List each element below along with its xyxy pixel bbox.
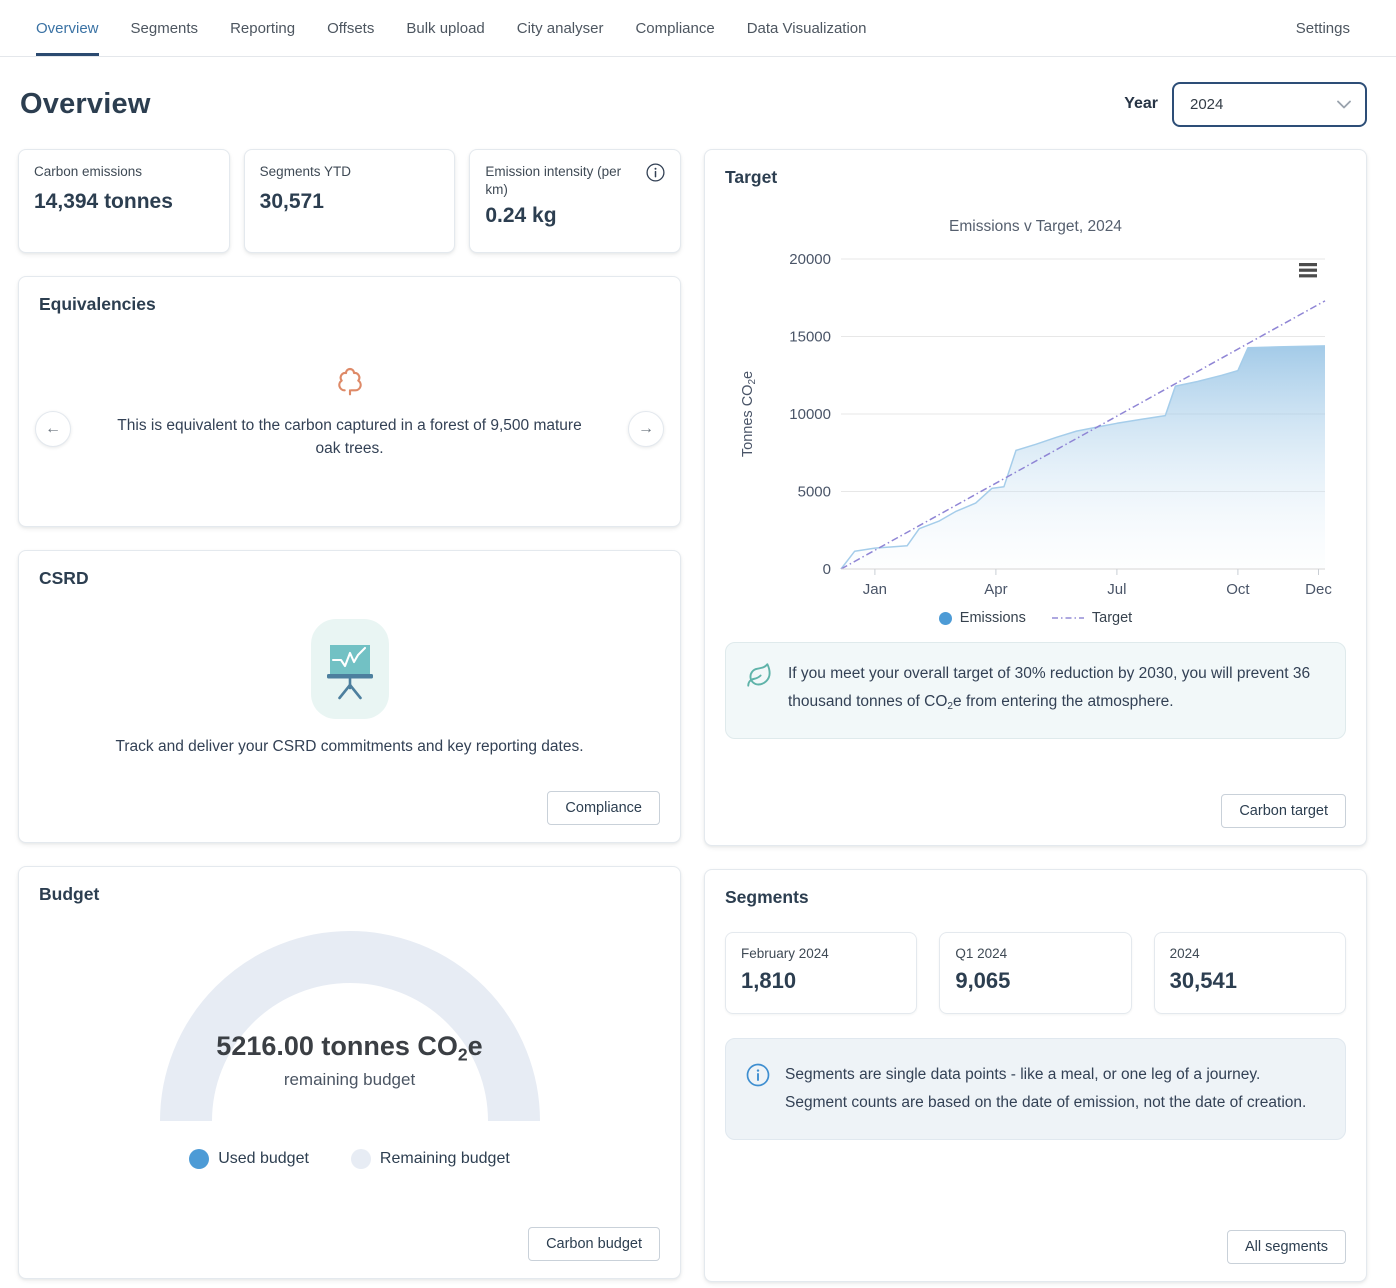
segments-card: Segments February 2024 1,810 Q1 2024 9,0… (704, 869, 1367, 1282)
right-column: Target Emissions v Target, 2024 (704, 149, 1367, 1282)
chart-title: Emissions v Target, 2024 (949, 218, 1122, 235)
page-header: Overview Year 2024 (0, 80, 1396, 128)
segments-info-text: Segments are single data points - like a… (785, 1066, 1307, 1111)
stat-label: Segments YTD (259, 164, 351, 179)
segment-label: February 2024 (741, 946, 829, 961)
target-line-sample (1051, 617, 1084, 619)
x-axis-tick-label: Jan (862, 581, 886, 598)
y-axis-tick-label: 15000 (789, 329, 831, 346)
nav-tab-compliance[interactable]: Compliance (635, 19, 715, 37)
segment-card-year: 2024 30,541 (1153, 932, 1346, 1014)
segment-value: 9,065 (955, 968, 1011, 993)
nav-spacer (898, 0, 1263, 56)
segment-stat-cards: February 2024 1,810 Q1 2024 9,065 2024 3… (725, 932, 1346, 1014)
segment-value: 30,541 (1169, 968, 1237, 993)
previous-equivalency-button[interactable]: ← (35, 411, 71, 447)
nav-tab-reporting[interactable]: Reporting (230, 19, 296, 37)
arrow-right-icon: → (638, 420, 654, 437)
used-budget-dot (189, 1149, 210, 1169)
y-axis-tick-label: 10000 (789, 406, 831, 423)
legend-emissions[interactable]: Emissions (938, 610, 1026, 626)
equivalency-text: This is equivalent to the carbon capture… (117, 417, 582, 457)
x-axis-tick-label: Apr (984, 581, 1007, 598)
presentation-chart-icon (310, 619, 389, 719)
equivalencies-card: Equivalencies This is equivalent to the … (18, 276, 681, 527)
nav-tab-bulk-upload[interactable]: Bulk upload (406, 19, 485, 37)
remaining-budget-dot (350, 1149, 371, 1169)
carbon-budget-button[interactable]: Carbon budget (528, 1227, 660, 1261)
target-line (840, 300, 1325, 570)
chart-menu-icon[interactable] (1298, 263, 1317, 278)
budget-title: Budget (39, 884, 100, 904)
y-axis-title: Tonnes CO2e (740, 371, 758, 457)
leaf-icon (747, 663, 771, 687)
nav-tab-city-analyser[interactable]: City analyser (516, 19, 604, 37)
stat-cards-row: Carbon emissions 14,394 tonnes Segments … (18, 149, 682, 253)
carbon-target-button[interactable]: Carbon target (1221, 794, 1346, 828)
target-card: Target Emissions v Target, 2024 (704, 149, 1367, 846)
remaining-budget-label: remaining budget (283, 1070, 416, 1090)
legend-target[interactable]: Target (1051, 610, 1132, 626)
stat-card-segments-ytd: Segments YTD 30,571 (243, 149, 456, 253)
chart-legend: Emissions Target (725, 610, 1346, 626)
x-axis-tick-label: Oct (1226, 581, 1250, 598)
target-title: Target (725, 167, 778, 187)
segment-label: 2024 (1169, 946, 1200, 961)
remaining-budget-value: 5216.00 tonnes CO2e (216, 1031, 483, 1065)
y-axis-tick-label: 20000 (789, 251, 831, 268)
x-axis-tick-label: Jul (1107, 581, 1126, 598)
info-icon[interactable] (646, 163, 665, 182)
stat-value: 0.24 kg (485, 204, 557, 227)
budget-card: Budget 5216.00 tonnes CO2e remaining bud… (18, 866, 681, 1279)
csrd-card: CSRD Track and deliver your CSRD commitm… (18, 550, 681, 843)
csrd-title: CSRD (39, 568, 89, 588)
emissions-target-chart: 0 5000 10000 15000 20000 Jan Apr Jul Oct… (740, 251, 1332, 598)
compliance-button[interactable]: Compliance (547, 791, 660, 825)
legend-used-budget: Used budget (189, 1149, 309, 1169)
y-axis-tick-label: 0 (822, 561, 830, 578)
segment-label: Q1 2024 (955, 946, 1008, 961)
stat-value: 30,571 (259, 190, 324, 213)
all-segments-button[interactable]: All segments (1226, 1230, 1346, 1264)
x-axis-tick-label: Dec (1305, 581, 1332, 598)
stat-card-carbon-emissions: Carbon emissions 14,394 tonnes (18, 149, 230, 253)
year-select[interactable]: 2024 (1172, 81, 1367, 127)
legend-remaining-budget: Remaining budget (350, 1149, 510, 1169)
nav-tab-overview[interactable]: Overview (36, 0, 99, 56)
emissions-area (840, 345, 1325, 569)
budget-gauge-arc (159, 931, 540, 1122)
year-select-value: 2024 (1190, 95, 1224, 113)
year-label: Year (1124, 95, 1158, 112)
stat-label: Emission intensity (per km) (485, 164, 622, 197)
equivalencies-title: Equivalencies (39, 294, 156, 314)
tree-icon (337, 367, 362, 396)
top-navigation: Overview Segments Reporting Offsets Bulk… (0, 0, 1396, 57)
emissions-dot (938, 611, 952, 625)
target-insight-text: If you meet your overall target of 30% r… (788, 665, 1311, 713)
page-title: Overview (20, 87, 151, 120)
stat-label: Carbon emissions (34, 164, 143, 179)
target-insight-box: If you meet your overall target of 30% r… (725, 642, 1346, 740)
budget-legend: Used budget Remaining budget (39, 1149, 660, 1169)
stat-value: 14,394 tonnes (34, 190, 173, 213)
arrow-left-icon: ← (45, 420, 61, 437)
emissions-line (839, 345, 1325, 570)
budget-gauge: 5216.00 tonnes CO2e remaining budget (159, 931, 540, 1127)
segment-value: 1,810 (741, 968, 797, 993)
nav-tab-settings[interactable]: Settings (1295, 19, 1350, 37)
info-icon (746, 1063, 770, 1087)
stat-card-emission-intensity: Emission intensity (per km) 0.24 kg (469, 149, 682, 253)
chevron-down-icon (1337, 100, 1351, 108)
nav-tab-offsets[interactable]: Offsets (327, 19, 375, 37)
left-column: Carbon emissions 14,394 tonnes Segments … (18, 149, 682, 1282)
nav-tab-data-visualization[interactable]: Data Visualization (746, 19, 867, 37)
segment-card-q1: Q1 2024 9,065 (939, 932, 1132, 1014)
csrd-description: Track and deliver your CSRD commitments … (115, 738, 584, 755)
y-axis-tick-label: 5000 (797, 484, 830, 501)
segment-card-february: February 2024 1,810 (725, 932, 918, 1014)
segments-title: Segments (725, 887, 809, 907)
next-equivalency-button[interactable]: → (628, 411, 664, 447)
nav-tab-segments[interactable]: Segments (130, 19, 199, 37)
segments-info-box: Segments are single data points - like a… (725, 1038, 1346, 1140)
